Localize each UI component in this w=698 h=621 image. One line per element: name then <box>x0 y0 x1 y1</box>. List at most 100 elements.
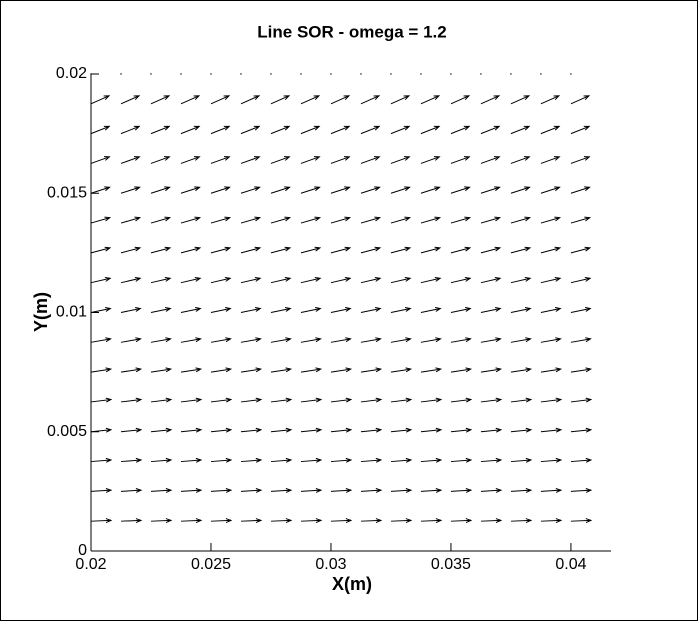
vector-dot <box>480 73 482 75</box>
vector-arrow <box>390 367 413 373</box>
y-tick-label: 0.02 <box>56 65 87 82</box>
vector-arrow <box>360 488 383 493</box>
vector-arrow <box>300 186 321 194</box>
vector-arrow <box>510 337 532 343</box>
vector-arrow <box>240 337 262 343</box>
vector-arrow <box>510 95 531 105</box>
vector-arrow <box>330 246 352 254</box>
vector-dot <box>210 73 212 75</box>
vector-arrow <box>390 125 411 135</box>
vector-arrow <box>540 427 563 433</box>
vector-arrow <box>300 367 323 373</box>
vector-arrow <box>570 216 592 224</box>
vector-arrow <box>210 367 233 373</box>
vector-arrow <box>360 246 382 254</box>
vector-arrow <box>510 156 531 164</box>
vector-arrow <box>540 95 561 105</box>
vector-arrow <box>210 457 233 463</box>
vector-arrow <box>210 307 232 313</box>
vector-arrow <box>330 337 352 343</box>
vector-dot <box>240 73 242 75</box>
vector-arrow <box>90 186 111 194</box>
vector-arrow <box>570 457 593 463</box>
vector-arrow <box>420 518 443 524</box>
vector-arrow <box>540 367 563 373</box>
vector-arrow <box>360 307 382 313</box>
vector-arrow <box>90 95 111 105</box>
vector-dot <box>570 73 572 75</box>
vector-arrow <box>240 186 261 194</box>
vector-arrow <box>420 276 442 284</box>
vector-arrow <box>90 246 112 254</box>
vector-arrow <box>450 307 472 313</box>
y-tick-label: 0.005 <box>47 423 87 440</box>
vector-arrow <box>480 337 502 343</box>
vector-arrow <box>240 367 263 373</box>
vector-arrow <box>150 156 171 164</box>
vector-arrow <box>300 246 322 254</box>
vector-arrow <box>120 367 143 373</box>
x-tick-label: 0.04 <box>555 556 586 573</box>
vector-arrow <box>180 457 203 463</box>
vector-arrow <box>150 427 173 433</box>
vector-arrow <box>210 337 232 343</box>
vector-arrow <box>240 397 263 403</box>
vector-arrow <box>540 276 562 284</box>
vector-arrow <box>300 307 322 313</box>
vector-arrow <box>450 457 473 463</box>
vector-arrow <box>570 156 591 164</box>
vector-arrow <box>420 186 441 194</box>
vector-arrow <box>120 186 141 194</box>
vector-arrow <box>360 156 381 164</box>
vector-arrow <box>360 457 383 463</box>
vector-arrow <box>150 488 173 493</box>
vector-arrow <box>510 367 533 373</box>
vector-arrow <box>540 307 562 313</box>
vector-arrow <box>120 337 142 343</box>
vector-arrow <box>480 397 503 403</box>
vector-arrow <box>450 186 471 194</box>
vector-arrow <box>120 488 143 493</box>
vector-arrow <box>270 518 293 524</box>
vector-arrow <box>540 337 562 343</box>
vector-arrow <box>180 276 202 284</box>
vector-dot <box>360 73 362 75</box>
vector-arrow <box>270 367 293 373</box>
vector-arrow <box>180 125 201 135</box>
vector-dot <box>90 73 92 75</box>
vector-arrow <box>90 276 112 284</box>
vector-arrow <box>120 156 141 164</box>
vector-arrow <box>270 276 292 284</box>
vector-arrow <box>540 156 561 164</box>
vector-arrow <box>510 186 531 194</box>
vector-arrow <box>90 125 111 135</box>
vector-arrow <box>480 186 501 194</box>
vector-arrow <box>360 397 383 403</box>
vector-arrow <box>570 397 593 403</box>
vector-arrow <box>270 307 292 313</box>
vector-arrow <box>450 367 473 373</box>
vector-arrow <box>90 427 113 433</box>
vector-dot <box>420 73 422 75</box>
vector-arrow <box>450 427 473 433</box>
vector-arrow <box>330 518 353 524</box>
vector-arrow <box>330 125 351 135</box>
vector-arrow <box>570 246 592 254</box>
vector-arrow <box>90 367 113 373</box>
vector-arrow <box>510 216 532 224</box>
vector-arrow <box>360 125 381 135</box>
vector-arrow <box>270 95 291 105</box>
vector-arrow <box>360 216 382 224</box>
vector-arrow <box>450 156 471 164</box>
vector-arrow <box>240 457 263 463</box>
vector-arrow <box>240 518 263 524</box>
vector-dot <box>450 73 452 75</box>
vector-arrow <box>150 457 173 463</box>
vector-arrow <box>300 397 323 403</box>
vector-arrow <box>510 488 533 493</box>
vector-arrow <box>510 125 531 135</box>
vector-arrow <box>330 488 353 493</box>
vector-arrow <box>240 125 261 135</box>
vector-arrow <box>390 186 411 194</box>
vector-dot <box>300 73 302 75</box>
